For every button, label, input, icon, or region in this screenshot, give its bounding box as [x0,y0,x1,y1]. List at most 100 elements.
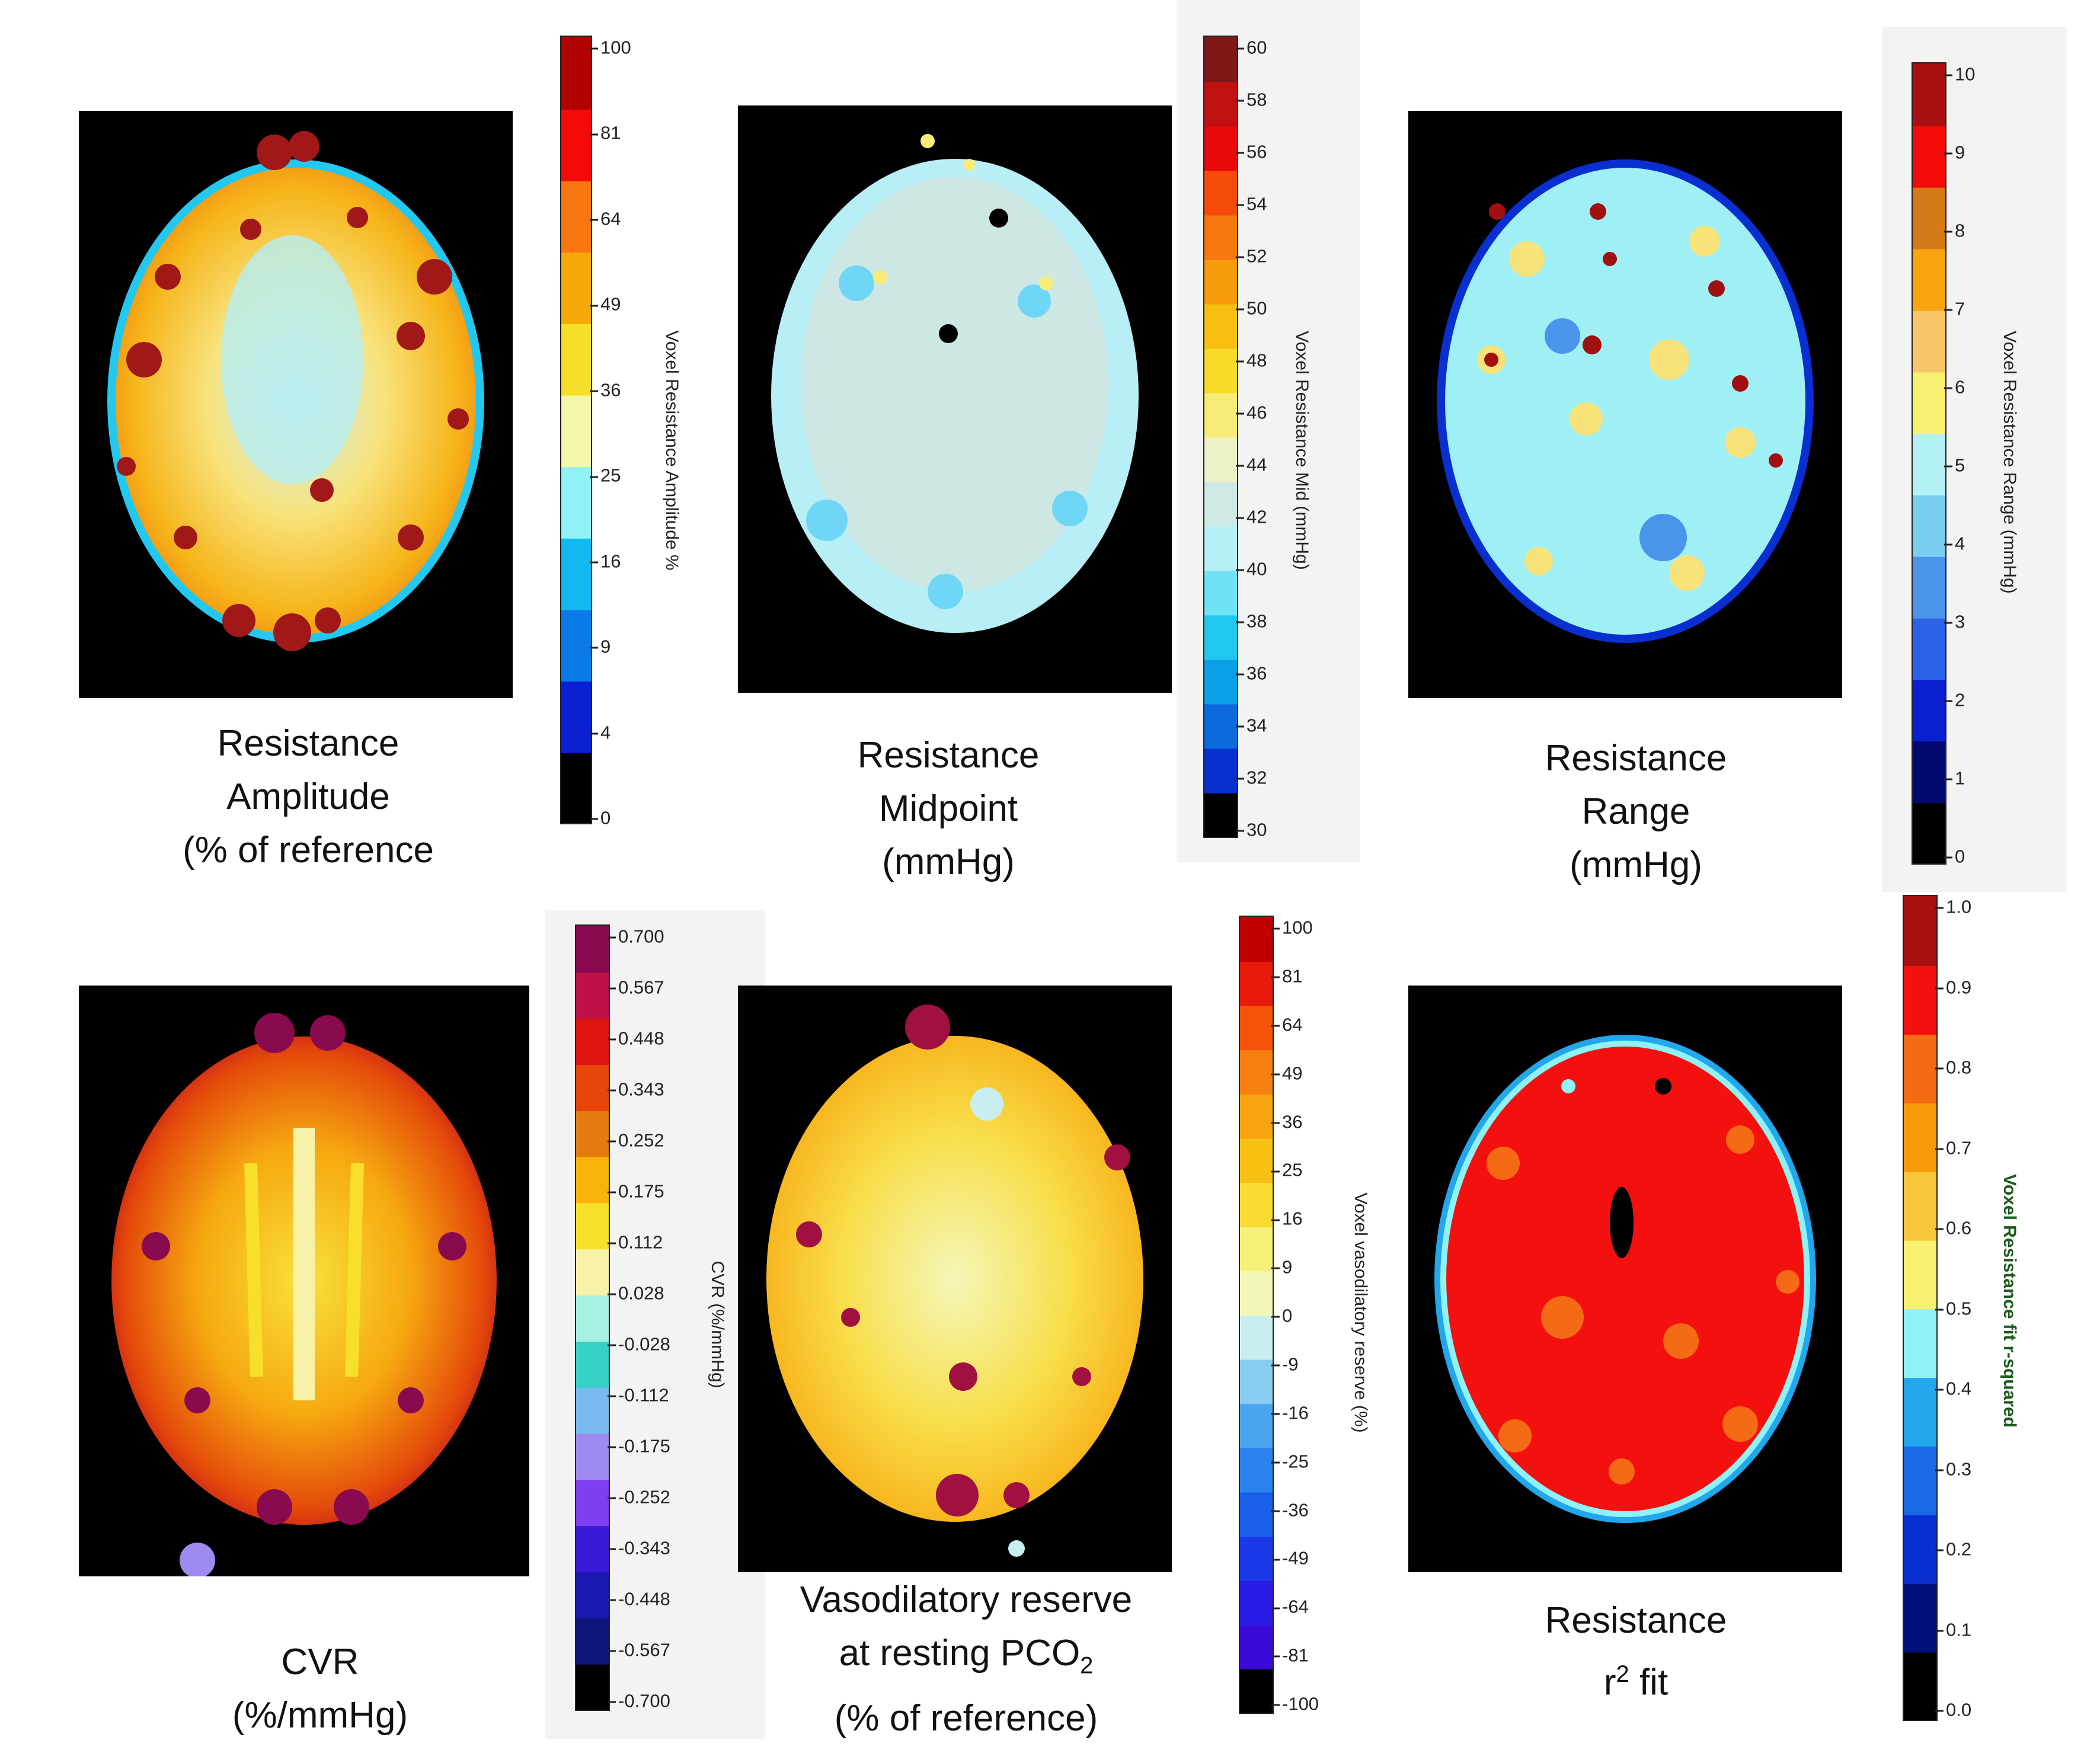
brain-map-vasodilatory [766,1004,1143,1557]
colorbar-band [561,322,591,396]
colorbar-band [576,926,609,973]
colorbar-band [1204,348,1237,393]
colorbar-band [1904,1651,1936,1720]
caption-line-3: (mmHg) [882,842,1015,882]
caption-resistance-midpoint: Resistance Midpoint (mmHg) [771,729,1126,889]
colorbar-band [561,465,591,539]
colorbar-band [576,1617,609,1665]
brain-scan-range [1408,111,1842,698]
colorbar-band [576,971,609,1019]
brain-map-amplitude [107,131,484,651]
colorbar-band [561,180,591,253]
colorbar-tick-label: 32 [1236,769,1267,787]
colorbar-tick-label: 4 [1944,535,1965,553]
colorbar-tick-label: 25 [590,466,621,485]
colorbar-tick-label: 0.4 [1935,1380,1971,1398]
colorbar-tick-label: 36 [1271,1112,1302,1131]
colorbar-band [1913,555,1945,619]
colorbar-band [1240,1535,1273,1581]
colorbar-tick-label: 46 [1236,404,1267,422]
colorbar-tick-label: -0.700 [608,1692,670,1710]
colorbar-band [1204,703,1237,749]
caption-line-1: Resistance [1545,1600,1727,1641]
colorbar-tick-label: 0.028 [608,1284,664,1303]
colorbar-band [1240,1580,1273,1626]
caption-r-text: r [1603,1662,1616,1703]
colorbar-tick-label: 81 [590,124,621,142]
colorbar-tick-label: 0.1 [1935,1620,1971,1639]
colorbar-band [576,1064,609,1111]
colorbar-tick-label: -25 [1271,1452,1309,1470]
colorbar-band [1204,392,1237,438]
colorbar-band [1913,309,1945,373]
colorbar-label-range: Voxel Resistance Range (mmHg) [2000,331,2019,594]
colorbar-band [1204,37,1237,82]
colorbar-tick-label: 0.8 [1935,1058,1971,1077]
colorbar-tick-label: 6 [1944,378,1965,396]
colorbar-range [1912,62,1946,865]
colorbar-tick-label: 0.175 [608,1182,664,1201]
caption-fit-text: fit [1629,1662,1669,1703]
colorbar-band [1904,964,1936,1035]
colorbar-tick-label: 0.0 [1935,1701,1971,1719]
colorbar-band [561,251,591,324]
colorbar-cvr [575,924,610,1711]
colorbar-band [1904,1102,1936,1172]
colorbar-tick-label: 40 [1236,560,1267,578]
caption-line-1: Resistance [1545,738,1727,779]
colorbar-band [561,609,591,682]
colorbar-tick-label: 64 [1271,1015,1302,1034]
colorbar-tick-label: 3 [1944,613,1965,631]
colorbar-tick-label: 0.567 [608,978,664,997]
caption-line-1: Resistance [857,735,1040,776]
colorbar-band [1913,63,1945,126]
brain-map-range [1437,159,1814,643]
colorbar-band [1240,961,1273,1006]
colorbar-midpoint [1203,36,1238,838]
colorbar-band [1204,126,1237,171]
colorbar-band [1904,1170,1936,1241]
colorbar-tick-label: -64 [1271,1598,1309,1616]
colorbar-label-amplitude: Voxel Resistance Amplitude % [662,330,682,571]
brain-map-cvr [111,1013,497,1576]
colorbar-tick-label: 9 [1944,143,1965,162]
colorbar-tick-label: -81 [1271,1646,1309,1665]
colorbar-tick-label: 36 [1236,664,1267,683]
colorbar-band [1913,124,1945,188]
colorbar-tick-label: 0 [1944,847,1965,866]
colorbar-band [576,1663,609,1710]
brain-map-midpoint [771,134,1139,633]
colorbar-band [1204,303,1237,349]
colorbar-band [1240,917,1273,962]
colorbar-band [576,1248,609,1296]
colorbar-tick-label: -0.448 [608,1590,670,1608]
colorbar-band [1240,1668,1273,1713]
colorbar-tick-label: 100 [1271,919,1313,937]
colorbar-band [1913,248,1945,311]
colorbar-band [1240,1049,1273,1095]
brain-scan-r2 [1408,986,1842,1572]
colorbar-tick-label: 100 [590,39,631,57]
colorbar-tick-label: 9 [1271,1258,1292,1276]
colorbar-band [1904,1514,1936,1584]
brain-map-r2 [1434,1035,1816,1523]
colorbar-band [1240,1270,1273,1316]
colorbar-tick-label: 16 [590,552,621,570]
caption-line-2: Range [1581,791,1690,832]
colorbar-band [1240,1403,1273,1448]
colorbar-band [576,1341,609,1388]
colorbar-tick-label: 4 [590,723,610,741]
colorbar-tick-label: 50 [1236,299,1267,318]
colorbar-tick-label: 0.252 [608,1131,664,1150]
caption-subscript: 2 [1080,1652,1094,1679]
colorbar-band [576,1571,609,1618]
colorbar-tick-label: -0.343 [608,1539,670,1557]
colorbar-tick-label: 0 [1271,1307,1292,1325]
colorbar-tick-label: 0.5 [1935,1299,1971,1317]
colorbar-band [1913,802,1945,863]
colorbar-band [1904,896,1936,967]
caption-line-2: Midpoint [878,788,1018,829]
colorbar-tick-label: 34 [1236,716,1267,735]
colorbar-band [576,1433,609,1480]
colorbar-tick-label: 0.112 [608,1233,663,1252]
